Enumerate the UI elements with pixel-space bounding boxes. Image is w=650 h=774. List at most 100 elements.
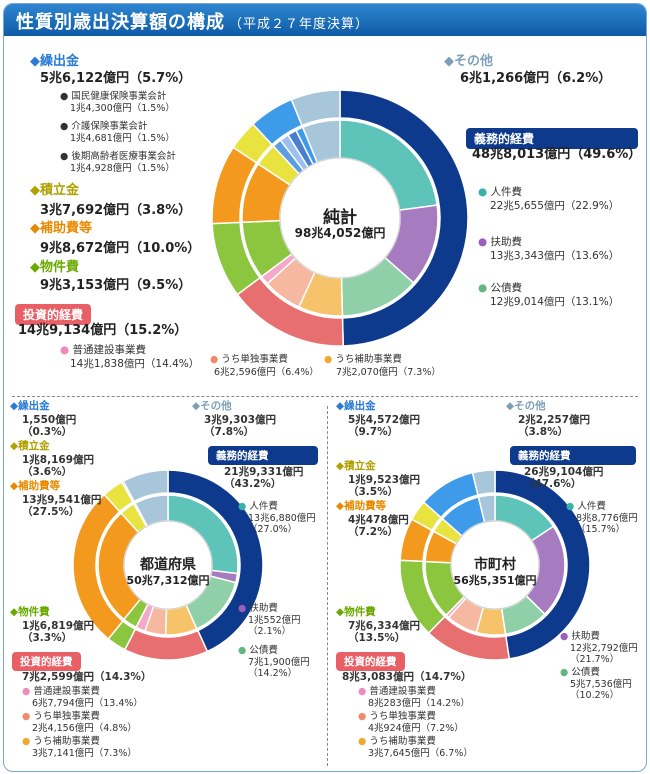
- section-divider: [12, 396, 638, 397]
- m-label-kuridashi: ◆繰出金: [336, 400, 376, 412]
- m-amount-kosai: 5兆7,536億円（10.2%）: [570, 679, 632, 701]
- chart0-outer-slice-gimu: [339, 89, 469, 347]
- label-gimu: 義務的経費: [466, 128, 638, 149]
- amount-kaigo: 1兆4,681億円（1.5%）: [70, 133, 175, 144]
- label-sonota: ◆その他: [444, 54, 494, 69]
- label-kokuho: ● 国民健康保険事業会計: [60, 91, 167, 102]
- chart2-center-total: 56兆5,351億円: [453, 574, 537, 587]
- m-label-gimu: 義務的経費: [510, 446, 636, 465]
- chart0-center-hole: [279, 157, 401, 279]
- p-amount-tandoku: 2兆4,156億円（4.8%）: [32, 723, 137, 734]
- chart0-outer-slice-sonota: [290, 89, 341, 127]
- m-label-hojo: ● うち補助事業費: [358, 736, 436, 747]
- page-subtitle: （平成２７年度決算）: [229, 17, 370, 32]
- p-label-gimu: 義務的経費: [208, 446, 318, 465]
- amount-hojohi: 9兆8,672億円（10.0%）: [40, 241, 201, 256]
- p-label-toshi: 投資的経費: [12, 652, 81, 671]
- m-amount-hojo: 3兆7,645億円（6.7%）: [368, 748, 473, 759]
- label-kosai: ● 公債費: [478, 282, 523, 294]
- m-amount-fujo: 12兆2,792億円（21.7%）: [570, 643, 638, 665]
- label-toshi: 投資的経費: [15, 304, 92, 325]
- label-bukken: ◆物件費: [30, 260, 80, 275]
- m-amount-kuridashi: 5兆4,572億円（9.7%）: [348, 414, 421, 439]
- label-hojo: ● うち補助事業費: [324, 354, 402, 365]
- amount-fujo: 13兆3,343億円（13.6%）: [490, 250, 620, 262]
- amount-sonota: 6兆1,266億円（6.2%）: [460, 71, 612, 86]
- chart1-center-hole: [123, 520, 213, 610]
- p-label-tsumitate: ◆積立金: [10, 440, 50, 452]
- m-amount-futsu: 8兆283億円（14.2%）: [368, 698, 470, 709]
- m-label-futsu: ● 普通建設事業費: [358, 686, 436, 697]
- p-label-jinken: ● 人件費: [238, 501, 278, 512]
- label-jinken: ● 人件費: [478, 186, 523, 198]
- label-futsu: ● 普通建設事業費: [60, 344, 147, 356]
- label-kuridashi: ◆繰出金: [30, 54, 80, 69]
- p-amount-kosai: 7兆1,900億円（14.2%）: [248, 657, 310, 679]
- chart0-center-total: 98兆4,052億円: [294, 226, 386, 240]
- m-label-hojohi: ◆補助費等: [336, 500, 387, 512]
- m-label-sonota: ◆その他: [506, 400, 546, 412]
- amount-jinken: 22兆5,655億円（22.9%）: [490, 200, 620, 212]
- p-amount-toshi: 7兆2,599億円（14.3%）: [22, 671, 152, 683]
- label-tandoku: ● うち単独事業費: [210, 354, 288, 365]
- m-label-fujo: ● 扶助費: [560, 631, 600, 642]
- m-label-tandoku: ● うち単独事業費: [358, 711, 436, 722]
- amount-kokuho: 1兆4,300億円（1.5%）: [70, 103, 175, 114]
- chart0-center-title: 純計: [323, 208, 357, 228]
- m-label-kosai: ● 公債費: [560, 667, 600, 678]
- p-label-hojo: ● うち補助事業費: [22, 736, 100, 747]
- p-amount-futsu: 6兆7,794億円（13.4%）: [32, 698, 143, 709]
- m-amount-sonota: 2兆2,257億円（3.8%）: [518, 414, 591, 439]
- p-label-sonota: ◆その他: [192, 400, 232, 412]
- amount-toshi: 14兆9,134億円（15.2%）: [18, 323, 188, 338]
- page-title: 性質別歳出決算額の構成 （平成２７年度決算）: [16, 12, 370, 33]
- p-amount-fujo: 1兆552億円（2.1%）: [248, 615, 301, 637]
- p-amount-hojohi: 13兆9,541億円（27.5%）: [22, 494, 102, 519]
- p-label-hojohi: ◆補助費等: [10, 480, 61, 492]
- amount-koki: 1兆4,928億円（1.5%）: [70, 163, 175, 174]
- label-kaigo: ● 介護保険事業会計: [60, 121, 148, 132]
- m-label-tsumitate: ◆積立金: [336, 460, 376, 472]
- p-amount-kuridashi: 1,550億円（0.3%）: [22, 414, 77, 439]
- p-label-kosai: ● 公債費: [238, 645, 278, 656]
- chart1-center-total: 50兆7,312億円: [126, 574, 210, 587]
- label-fujo: ● 扶助費: [478, 236, 523, 248]
- m-amount-hojohi: 4兆478億円（7.2%）: [348, 514, 409, 539]
- amount-gimu: 48兆8,013億円（49.6%）: [472, 147, 642, 162]
- chart2-center-title: 市町村: [474, 557, 516, 573]
- p-label-futsu: ● 普通建設事業費: [22, 686, 100, 697]
- p-label-fujo: ● 扶助費: [238, 603, 278, 614]
- column-divider: [327, 406, 328, 766]
- amount-bukken: 9兆3,153億円（9.5%）: [40, 278, 192, 293]
- chart1-outer-slice-sonota: [122, 469, 169, 503]
- p-amount-sonota: 3兆9,303億円（7.8%）: [204, 414, 277, 439]
- header-bar: 性質別歳出決算額の構成 （平成２７年度決算）: [4, 4, 646, 36]
- m-amount-gimu: 26兆9,104億円（47.6%）: [524, 466, 604, 491]
- chart2-outer-slice-sonota: [471, 469, 496, 496]
- amount-kosai: 12兆9,014億円（13.1%）: [490, 296, 620, 308]
- amount-kuridashi: 5兆6,122億円（5.7%）: [40, 71, 192, 86]
- amount-futsu: 14兆1,838億円（14.4%）: [70, 358, 200, 370]
- m-label-bukken: ◆物件費: [336, 606, 376, 618]
- m-amount-tsumitate: 1兆9,523億円（3.5%）: [348, 474, 421, 499]
- m-amount-tandoku: 4兆924億円（7.2%）: [368, 723, 464, 734]
- p-amount-bukken: 1兆6,819億円（3.3%）: [22, 620, 95, 645]
- amount-hojo: 7兆2,070億円（7.3%）: [336, 367, 441, 378]
- m-amount-jinken: 8兆8,776億円（15.7%）: [576, 513, 638, 535]
- m-amount-bukken: 7兆6,334億円（13.5%）: [348, 620, 421, 645]
- chart2-center-hole: [450, 520, 540, 610]
- p-amount-gimu: 21兆9,331億円（43.2%）: [224, 466, 304, 491]
- label-hojohi: ◆補助費等: [30, 221, 93, 236]
- amount-tsumitate: 3兆7,692億円（3.8%）: [40, 203, 192, 218]
- m-label-jinken: ● 人件費: [566, 501, 606, 512]
- p-label-tandoku: ● うち単独事業費: [22, 711, 100, 722]
- p-label-kuridashi: ◆繰出金: [10, 400, 50, 412]
- p-amount-jinken: 13兆6,880億円（27.0%）: [248, 513, 316, 535]
- chart1-center-title: 都道府県: [140, 557, 196, 573]
- p-label-bukken: ◆物件費: [10, 606, 50, 618]
- m-amount-toshi: 8兆3,083億円（14.7%）: [342, 671, 472, 683]
- p-amount-hojo: 3兆7,141億円（7.3%）: [32, 748, 137, 759]
- m-label-toshi: 投資的経費: [336, 652, 405, 671]
- label-tsumitate: ◆積立金: [30, 183, 80, 198]
- p-amount-tsumitate: 1兆8,169億円（3.6%）: [22, 454, 95, 479]
